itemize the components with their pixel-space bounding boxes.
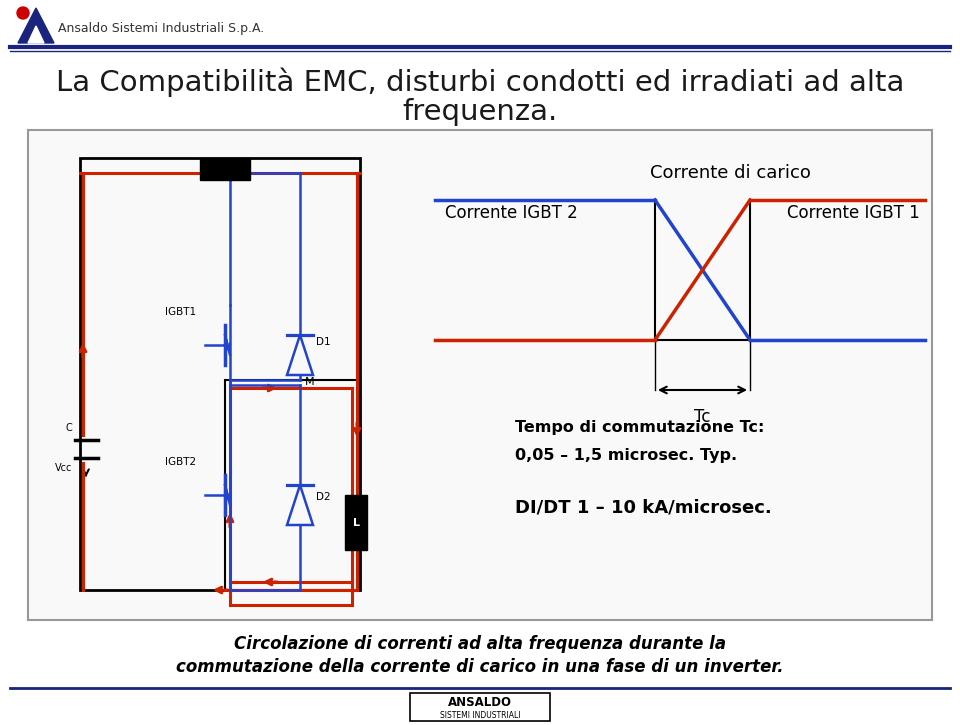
Text: La Compatibilità EMC, disturbi condotti ed irradiati ad alta: La Compatibilità EMC, disturbi condotti …	[56, 67, 904, 96]
Text: Vcc: Vcc	[55, 463, 72, 473]
Bar	[80, 158, 360, 590]
Polygon shape	[28, 26, 44, 43]
Text: Circolazione di correnti ad alta frequenza durante la: Circolazione di correnti ad alta frequen…	[234, 635, 726, 653]
Text: C: C	[65, 423, 72, 433]
Bar	[200, 158, 250, 180]
Text: DI/DT 1 – 10 kA/microsec.: DI/DT 1 – 10 kA/microsec.	[515, 498, 772, 516]
Text: Corrente IGBT 1: Corrente IGBT 1	[787, 204, 920, 222]
Circle shape	[17, 7, 29, 19]
Text: SISTEMI INDUSTRIALI: SISTEMI INDUSTRIALI	[440, 710, 520, 719]
Text: D2: D2	[316, 492, 330, 502]
Text: IGBT1: IGBT1	[165, 307, 196, 317]
Text: L: L	[352, 518, 359, 528]
Text: Corrente IGBT 2: Corrente IGBT 2	[445, 204, 578, 222]
Text: frequenza.: frequenza.	[402, 98, 558, 126]
Polygon shape	[18, 8, 54, 43]
Text: Tempo di commutazione Tc:: Tempo di commutazione Tc:	[515, 420, 764, 435]
Bar	[345, 495, 367, 550]
Text: IGBT2: IGBT2	[165, 457, 196, 467]
Text: D1: D1	[316, 337, 330, 347]
Bar	[28, 130, 932, 620]
Text: Ansaldo Sistemi Industriali S.p.A.: Ansaldo Sistemi Industriali S.p.A.	[58, 22, 264, 35]
Bar	[410, 693, 550, 721]
Text: Tc: Tc	[694, 408, 710, 426]
Text: Corrente di carico: Corrente di carico	[650, 164, 810, 182]
Bar	[225, 380, 360, 590]
Text: ANSALDO: ANSALDO	[448, 697, 512, 710]
Text: 0,05 – 1,5 microsec. Typ.: 0,05 – 1,5 microsec. Typ.	[515, 448, 737, 463]
Text: commutazione della corrente di carico in una fase di un inverter.: commutazione della corrente di carico in…	[177, 658, 783, 676]
Text: M: M	[305, 377, 315, 387]
